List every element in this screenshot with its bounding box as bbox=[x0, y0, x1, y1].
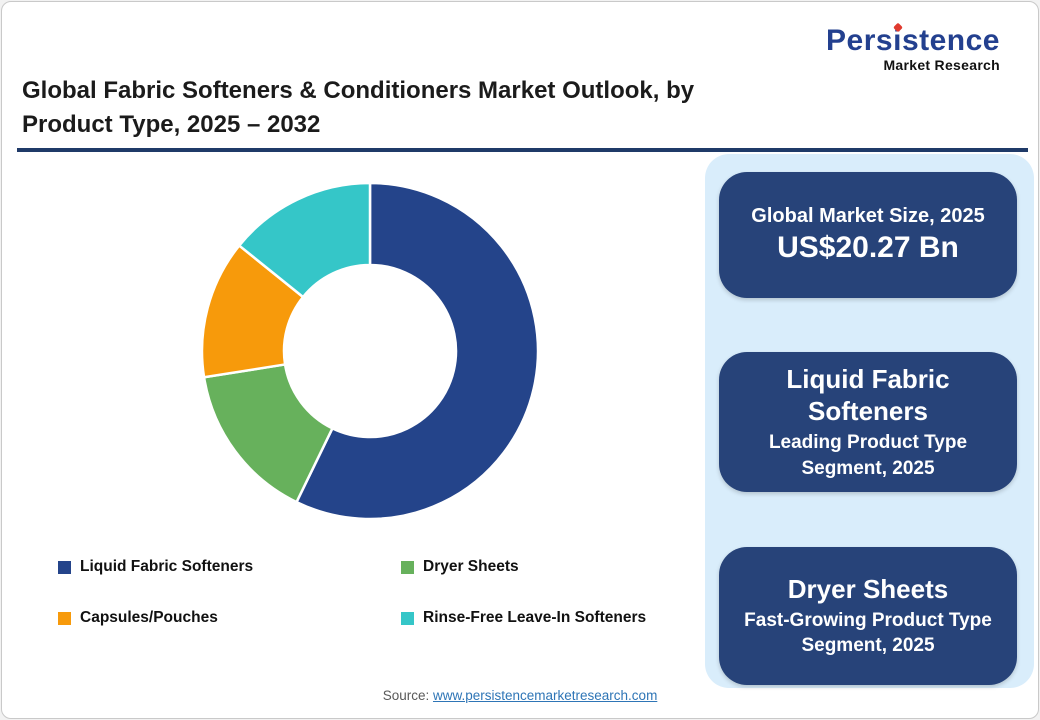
fast-growing-segment-title: Dryer Sheets bbox=[787, 574, 949, 605]
market-size-card: Global Market Size, 2025 US$20.27 Bn bbox=[719, 172, 1017, 298]
donut-chart bbox=[200, 181, 540, 521]
legend-item-rinse-free: Rinse-Free Leave-In Softeners bbox=[401, 609, 708, 627]
brand-logo: Persistence Market Research bbox=[826, 26, 1000, 73]
brand-name-part1: Pers bbox=[826, 24, 894, 57]
legend-label: Dryer Sheets bbox=[423, 558, 519, 575]
brand-name-part2: stence bbox=[901, 24, 1000, 57]
brand-name: Persistence bbox=[826, 26, 1000, 56]
legend-marker-liquid-icon bbox=[58, 560, 71, 574]
market-size-label: Global Market Size, 2025 bbox=[751, 205, 985, 228]
legend-item-liquid-fabric-softeners: Liquid Fabric Softeners bbox=[58, 558, 401, 576]
market-size-value: US$20.27 Bn bbox=[777, 231, 959, 265]
leading-segment-title: Liquid Fabric Softeners bbox=[786, 363, 950, 427]
legend-label: Rinse-Free Leave-In Softeners bbox=[423, 609, 647, 626]
legend-item-dryer-sheets: Dryer Sheets bbox=[401, 558, 708, 576]
title-underline bbox=[17, 148, 1028, 152]
source-link[interactable]: www.persistencemarketresearch.com bbox=[432, 688, 658, 703]
fast-growing-segment-subtitle: Fast-Growing Product Type Segment, 2025 bbox=[744, 609, 992, 657]
legend-label: Capsules/Pouches bbox=[80, 609, 218, 626]
legend-marker-dryer-icon bbox=[401, 560, 414, 574]
source-line: Source: www.persistencemarketresearch.co… bbox=[2, 688, 1038, 703]
leading-segment-card: Liquid Fabric Softeners Leading Product … bbox=[719, 352, 1017, 492]
highlight-panel: Global Market Size, 2025 US$20.27 Bn Liq… bbox=[705, 154, 1034, 688]
fast-growing-segment-card: Dryer Sheets Fast-Growing Product Type S… bbox=[719, 547, 1017, 685]
leading-segment-subtitle: Leading Product Type Segment, 2025 bbox=[768, 431, 968, 479]
legend-item-capsules-pouches: Capsules/Pouches bbox=[58, 609, 401, 627]
brand-tagline: Market Research bbox=[883, 57, 1000, 73]
donut-segment-rinse-free-leave-in-softeners bbox=[237, 181, 372, 299]
legend-label: Liquid Fabric Softeners bbox=[80, 558, 254, 575]
legend-marker-capsules-icon bbox=[58, 611, 71, 625]
source-label: Source: bbox=[382, 688, 430, 703]
legend-marker-rinse-free-icon bbox=[401, 611, 414, 625]
donut-segment-liquid-fabric-softeners bbox=[295, 181, 540, 521]
brand-red-dot-i: i bbox=[893, 24, 902, 57]
chart-legend: Liquid Fabric Softeners Dryer Sheets Cap… bbox=[58, 558, 708, 627]
page-title: Global Fabric Softeners & Conditioners M… bbox=[22, 77, 695, 138]
